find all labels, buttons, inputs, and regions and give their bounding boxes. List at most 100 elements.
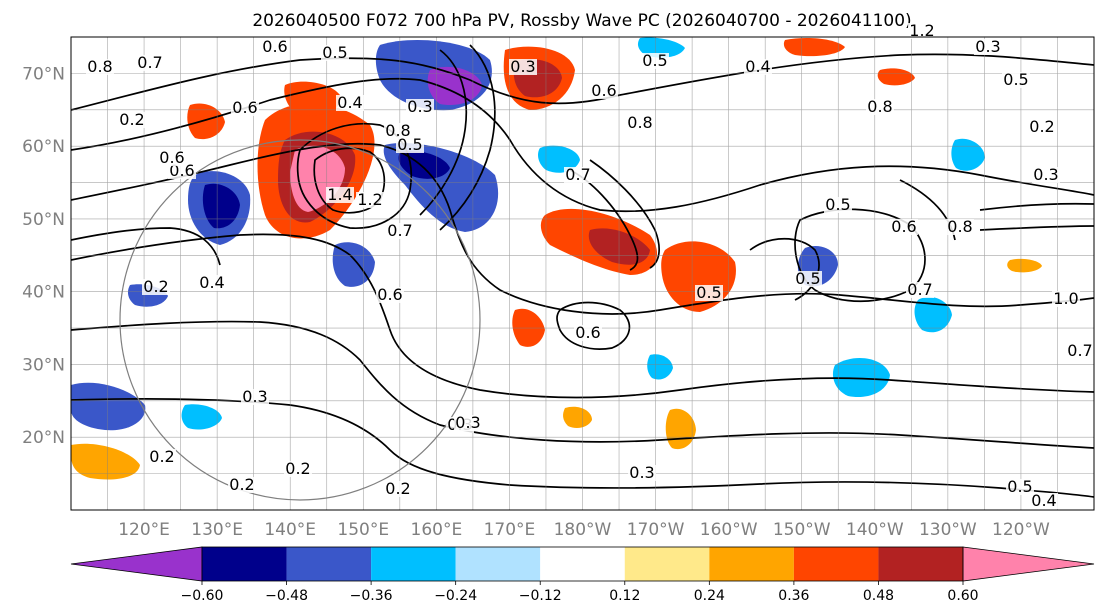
- colorbar-extend-low: [70, 546, 203, 582]
- contour-value-label: 0.8: [87, 57, 112, 76]
- latitude-tick-label: 60°N: [22, 137, 65, 157]
- longitude-tick-label: 180°W: [554, 520, 612, 540]
- contour-label-background: [241, 389, 269, 405]
- contour-label-background: [384, 481, 412, 497]
- contour-label-background: [744, 59, 772, 75]
- contour-value-label: 0.4: [1031, 491, 1056, 510]
- latitude-tick-label: 20°N: [22, 428, 65, 448]
- pv-contour-line: [419, 49, 468, 216]
- contour-value-label: 0.8: [867, 97, 892, 116]
- pv-contour-line: [71, 398, 1094, 498]
- contour-label-background: [386, 223, 414, 239]
- contour-value-label: 0.4: [745, 57, 770, 76]
- colorbar-extend-high: [962, 546, 1095, 582]
- contour-label-background: [641, 53, 669, 69]
- contour-label-background: [1028, 119, 1056, 135]
- contour-label-background: [136, 55, 164, 71]
- contour-value-label: 0.5: [642, 51, 667, 70]
- colorbar-segment: [878, 547, 963, 581]
- colorbar-segment: [793, 547, 879, 581]
- contour-label-background: [198, 275, 226, 291]
- contour-value-label: 0.5: [795, 269, 820, 288]
- pv-contour-line: [71, 227, 221, 266]
- colorbar-segment: [709, 547, 794, 581]
- contour-label-background: [866, 99, 894, 115]
- longitude-tick-label: 150°E: [337, 520, 389, 540]
- contour-label-background: [284, 461, 312, 477]
- colorbar-segment: [540, 547, 625, 581]
- contour-labels: 0.6 0.50.8 0.70.60.60.40.60.81.4 1.20.70.50…: [86, 21, 1094, 510]
- anomaly-positive-gulf-of-alaska: [877, 68, 915, 86]
- contour-label-background: [890, 219, 918, 235]
- figure-title: 2026040500 F072 700 hPa PV, Rossby Wave …: [252, 11, 911, 31]
- contour-value-label: 0.3: [975, 37, 1000, 56]
- contour-value-label: 0.8: [385, 121, 410, 140]
- contour-label-background: [906, 282, 934, 298]
- contour-label-background: [628, 465, 656, 481]
- latitude-tick-labels: 20°N 30°N 40°N 50°N 60°N 70°N: [22, 64, 65, 448]
- longitude-tick-label: 150°W: [773, 520, 831, 540]
- colorbar-tick-label: −0.60: [181, 588, 224, 604]
- contour-label-background: [974, 39, 1002, 55]
- pv-contour-line: [979, 202, 1094, 211]
- map-panel: 0.6 0.50.8 0.70.60.60.40.60.81.4 1.20.70.50…: [22, 21, 1095, 540]
- contour-value-label: 0.2: [149, 447, 174, 466]
- colorbar-tick-label: −0.36: [350, 588, 393, 604]
- colorbar-segment: [455, 547, 541, 581]
- longitude-tick-label: 160°W: [700, 520, 758, 540]
- colorbar-segment: [624, 547, 710, 581]
- contour-label-background: [1006, 479, 1034, 495]
- colorbar-tick-label: 0.60: [947, 588, 978, 604]
- contour-label-background: [168, 163, 196, 179]
- contour-value-label: 0.3: [455, 413, 480, 432]
- colorbar-tick-label: −0.24: [434, 588, 477, 604]
- colorbar-tick-label: 0.12: [609, 588, 640, 604]
- contour-value-label: 0.3: [407, 97, 432, 116]
- contour-label-background: [406, 99, 434, 115]
- anomaly-negative-japan: [332, 242, 375, 287]
- pv-contour-line: [556, 301, 631, 350]
- contour-value-label: 0.5: [1003, 70, 1028, 89]
- latitude-tick-label: 40°N: [22, 283, 65, 303]
- contour-label-background: [794, 271, 822, 287]
- pv-contour-line: [71, 142, 1094, 315]
- anomaly-negative-west-coast: [914, 296, 952, 333]
- anomaly-negative-arctic-west: [637, 37, 685, 58]
- colorbar-tick-label: −0.12: [519, 588, 562, 604]
- contour-label-background: [1052, 291, 1080, 307]
- contour-label-background: [908, 23, 936, 39]
- contour-value-label: 0.8: [627, 113, 652, 132]
- anomaly-strong-aleutian: [588, 228, 650, 265]
- pv-contour-line: [979, 225, 1094, 231]
- contour-value-label: 0.3: [510, 57, 535, 76]
- latitude-tick-label: 50°N: [22, 210, 65, 230]
- contour-value-label: 0.2: [1029, 117, 1054, 136]
- pv-contour-line: [71, 320, 1094, 449]
- anomaly-positive-canada: [783, 38, 845, 57]
- latitude-tick-label: 70°N: [22, 64, 65, 84]
- contour-label-background: [376, 287, 404, 303]
- contour-label-background: [158, 150, 186, 166]
- contour-value-label: 0.6: [591, 81, 616, 100]
- contour-value-label: 0.8: [947, 217, 972, 236]
- pv-contour-line: [71, 53, 1094, 111]
- contour-value-label: 1.2: [357, 190, 382, 209]
- longitude-tick-labels: 120°E 130°E 140°E 150°E 160°E 170°E 180°W 170°W…: [118, 520, 1050, 540]
- contour-label-background: [384, 123, 412, 139]
- contour-label-background: [1032, 167, 1060, 183]
- pv-contour-line: [71, 77, 1094, 213]
- contour-value-label: 0.3: [1033, 165, 1058, 184]
- contour-label-background: [564, 167, 592, 183]
- contour-value-label: 1.4: [327, 185, 352, 204]
- contour-value-label: 0.7: [565, 165, 590, 184]
- pv-contour-line: [296, 122, 413, 229]
- contour-label-background: [1066, 343, 1094, 359]
- contour-value-label: 0.4: [337, 93, 362, 112]
- anomaly-negative-hawaii: [647, 354, 673, 380]
- contour-label-background: [824, 197, 852, 213]
- contour-value-label: 0.7: [1067, 341, 1092, 360]
- contour-value-label: 0.6: [575, 323, 600, 342]
- contour-value-label: 0.5: [397, 135, 422, 154]
- longitude-tick-label: 170°W: [627, 520, 685, 540]
- contour-value-label: 0.6: [891, 217, 916, 236]
